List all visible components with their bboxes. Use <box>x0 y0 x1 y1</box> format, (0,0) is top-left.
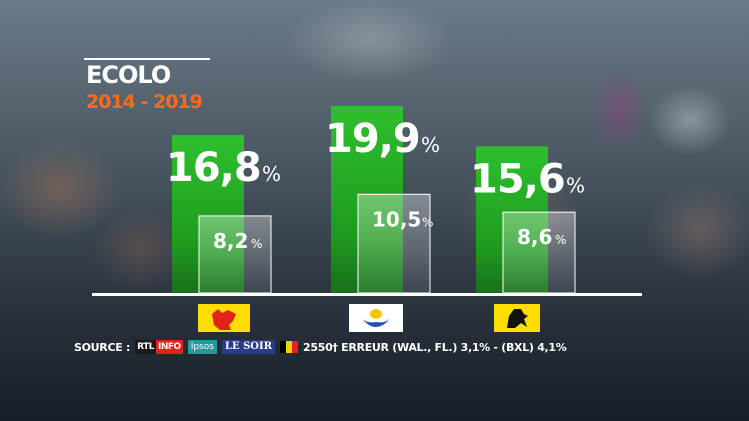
data-label-large: 19,9 <box>325 116 420 162</box>
iris-petals <box>360 316 392 327</box>
chart-title: ECOLO <box>86 61 171 89</box>
bar-outline <box>502 211 576 294</box>
rtl-info-logo: RTL INFO <box>135 340 183 354</box>
chart-subtitle: 2014 - 2019 <box>86 91 203 113</box>
le-soir-logo: LE SOIR <box>221 340 276 354</box>
unit-label: % <box>251 237 262 251</box>
data-label-large: 16,8 <box>166 145 261 191</box>
belgium-flag-icon <box>280 341 299 353</box>
unit-label: % <box>555 233 566 247</box>
data-label-small: 8,6 <box>517 225 552 249</box>
info-logo-part: INFO <box>156 340 183 354</box>
unit-label: % <box>566 173 585 197</box>
unit-label: % <box>422 215 433 229</box>
source-line: SOURCE : RTL INFO Ipsos LE SOIR 2550† ERR… <box>74 338 567 356</box>
rtl-logo-part: RTL <box>135 340 156 354</box>
source-details: 2550† ERREUR (WAL., FL.) 3,1% - (BXL) 4,… <box>303 340 567 354</box>
title-rule <box>84 58 210 60</box>
bar-outline <box>357 193 431 294</box>
data-label-small: 10,5 <box>372 207 421 231</box>
unit-label: % <box>421 133 440 157</box>
unit-label: % <box>262 162 281 186</box>
bar-outline <box>198 215 272 294</box>
ipsos-logo: Ipsos <box>187 340 217 354</box>
data-label-large: 15,6 <box>470 156 565 202</box>
baseline <box>92 293 642 296</box>
source-label: SOURCE : <box>74 340 131 354</box>
iris-center <box>370 309 382 319</box>
data-label-small: 8,2 <box>213 229 248 253</box>
rooster-shape <box>212 309 236 330</box>
lion-shape <box>507 309 528 328</box>
